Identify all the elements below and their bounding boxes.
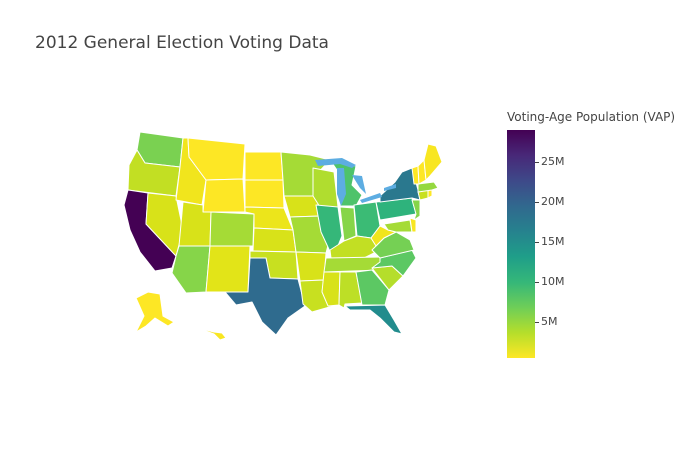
state-WI[interactable] bbox=[312, 167, 339, 208]
state-MA[interactable] bbox=[417, 181, 439, 193]
colorbar-tick-label: 10M bbox=[541, 275, 565, 288]
state-AZ[interactable] bbox=[171, 245, 211, 294]
colorbar-tick-label: 20M bbox=[541, 195, 565, 208]
state-DE[interactable] bbox=[409, 217, 417, 233]
colorbar-tick-mark bbox=[535, 242, 539, 243]
state-AK[interactable] bbox=[135, 291, 175, 333]
colorbar-tick-mark bbox=[535, 282, 539, 283]
state-NJ[interactable] bbox=[411, 199, 421, 221]
state-FL[interactable] bbox=[344, 304, 403, 335]
great-lakes bbox=[315, 158, 396, 206]
colorbar-title: Voting-Age Population (VAP) bbox=[507, 110, 676, 124]
colorbar-tick-mark bbox=[535, 202, 539, 203]
colorbar-tick-mark bbox=[535, 322, 539, 323]
colorbar-tick-label: 25M bbox=[541, 155, 565, 168]
state-AR[interactable] bbox=[295, 251, 327, 282]
state-KS[interactable] bbox=[252, 227, 297, 253]
state-NC[interactable] bbox=[371, 249, 417, 277]
state-MD[interactable] bbox=[383, 219, 413, 233]
state-RI[interactable] bbox=[427, 189, 433, 199]
state-GA[interactable] bbox=[355, 269, 390, 306]
colorbar-tick-mark bbox=[535, 162, 539, 163]
state-CO[interactable] bbox=[209, 211, 255, 247]
colorbar-tick-label: 5M bbox=[541, 315, 558, 328]
state-MS[interactable] bbox=[321, 271, 341, 307]
state-NM[interactable] bbox=[205, 245, 251, 293]
state-ND[interactable] bbox=[244, 151, 284, 181]
state-SD[interactable] bbox=[244, 179, 285, 209]
colorbar-tick-label: 15M bbox=[541, 235, 565, 248]
chart-title: 2012 General Election Voting Data bbox=[35, 33, 329, 53]
state-ME[interactable] bbox=[423, 143, 443, 181]
state-TX[interactable] bbox=[224, 257, 306, 336]
state-WY[interactable] bbox=[202, 178, 246, 213]
colorbar bbox=[507, 130, 535, 358]
state-HI[interactable] bbox=[184, 320, 227, 341]
